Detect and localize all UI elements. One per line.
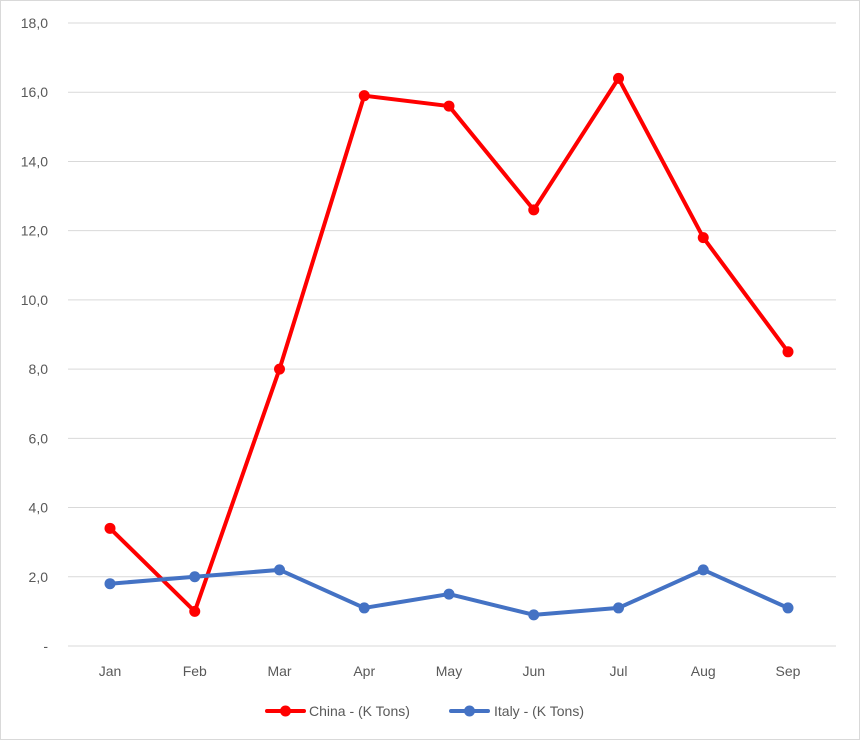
y-tick-label: 18,0	[21, 15, 48, 31]
legend-item-china: China - (K Tons)	[265, 703, 410, 719]
data-point-italy	[697, 564, 709, 576]
data-point-italy	[528, 609, 540, 621]
data-point-china	[697, 232, 709, 244]
data-point-china	[358, 90, 370, 102]
data-point-china	[613, 72, 624, 84]
y-tick-label: 10,0	[21, 292, 48, 308]
legend-swatch-marker	[280, 705, 291, 717]
x-tick-label: Sep	[776, 663, 801, 679]
data-point-china	[782, 346, 794, 358]
data-point-italy	[782, 602, 794, 614]
y-tick-label: -	[43, 638, 48, 654]
data-point-italy	[358, 602, 370, 614]
y-tick-label: 16,0	[21, 84, 48, 100]
data-point-italy	[104, 578, 116, 590]
x-tick-label: Mar	[267, 663, 291, 679]
legend: China - (K Tons) Italy - (K Tons)	[265, 703, 584, 719]
series-layer	[104, 72, 794, 621]
legend-label: Italy - (K Tons)	[494, 703, 584, 719]
y-tick-label: 14,0	[21, 153, 48, 169]
data-point-china	[528, 204, 540, 216]
legend-label: China - (K Tons)	[309, 703, 410, 719]
x-tick-label: Jul	[610, 663, 628, 679]
y-tick-label: 8,0	[29, 361, 49, 377]
data-point-italy	[613, 602, 624, 614]
y-tick-label: 2,0	[29, 569, 49, 585]
series-china	[104, 72, 794, 617]
x-tick-label: May	[436, 663, 462, 679]
x-tick-label: Jan	[99, 663, 122, 679]
data-point-italy	[274, 564, 285, 576]
y-tick-label: 12,0	[21, 223, 48, 239]
y-tick-label: 4,0	[29, 500, 49, 516]
data-point-china	[104, 522, 116, 534]
data-point-china	[189, 605, 201, 617]
x-tick-label: Apr	[353, 663, 375, 679]
legend-swatch-marker	[464, 705, 475, 717]
legend-item-italy: Italy - (K Tons)	[449, 703, 584, 719]
y-tick-label: 6,0	[29, 430, 49, 446]
x-tick-label: Feb	[183, 663, 207, 679]
x-axis-tick-labels: Jan Feb Mar Apr May Jun Jul Aug Sep	[99, 663, 801, 679]
series-line-china	[108, 76, 790, 614]
gridlines	[68, 22, 836, 647]
data-point-china	[443, 100, 455, 112]
data-point-italy	[443, 588, 455, 600]
data-point-italy	[189, 571, 201, 583]
x-tick-label: Aug	[691, 663, 716, 679]
x-tick-label: Jun	[522, 663, 545, 679]
data-point-china	[274, 363, 285, 375]
series-italy	[104, 564, 794, 621]
y-axis-tick-labels: - 2,0 4,0 6,0 8,0 10,0 12,0 14,0 16,0 18,0	[21, 15, 49, 654]
